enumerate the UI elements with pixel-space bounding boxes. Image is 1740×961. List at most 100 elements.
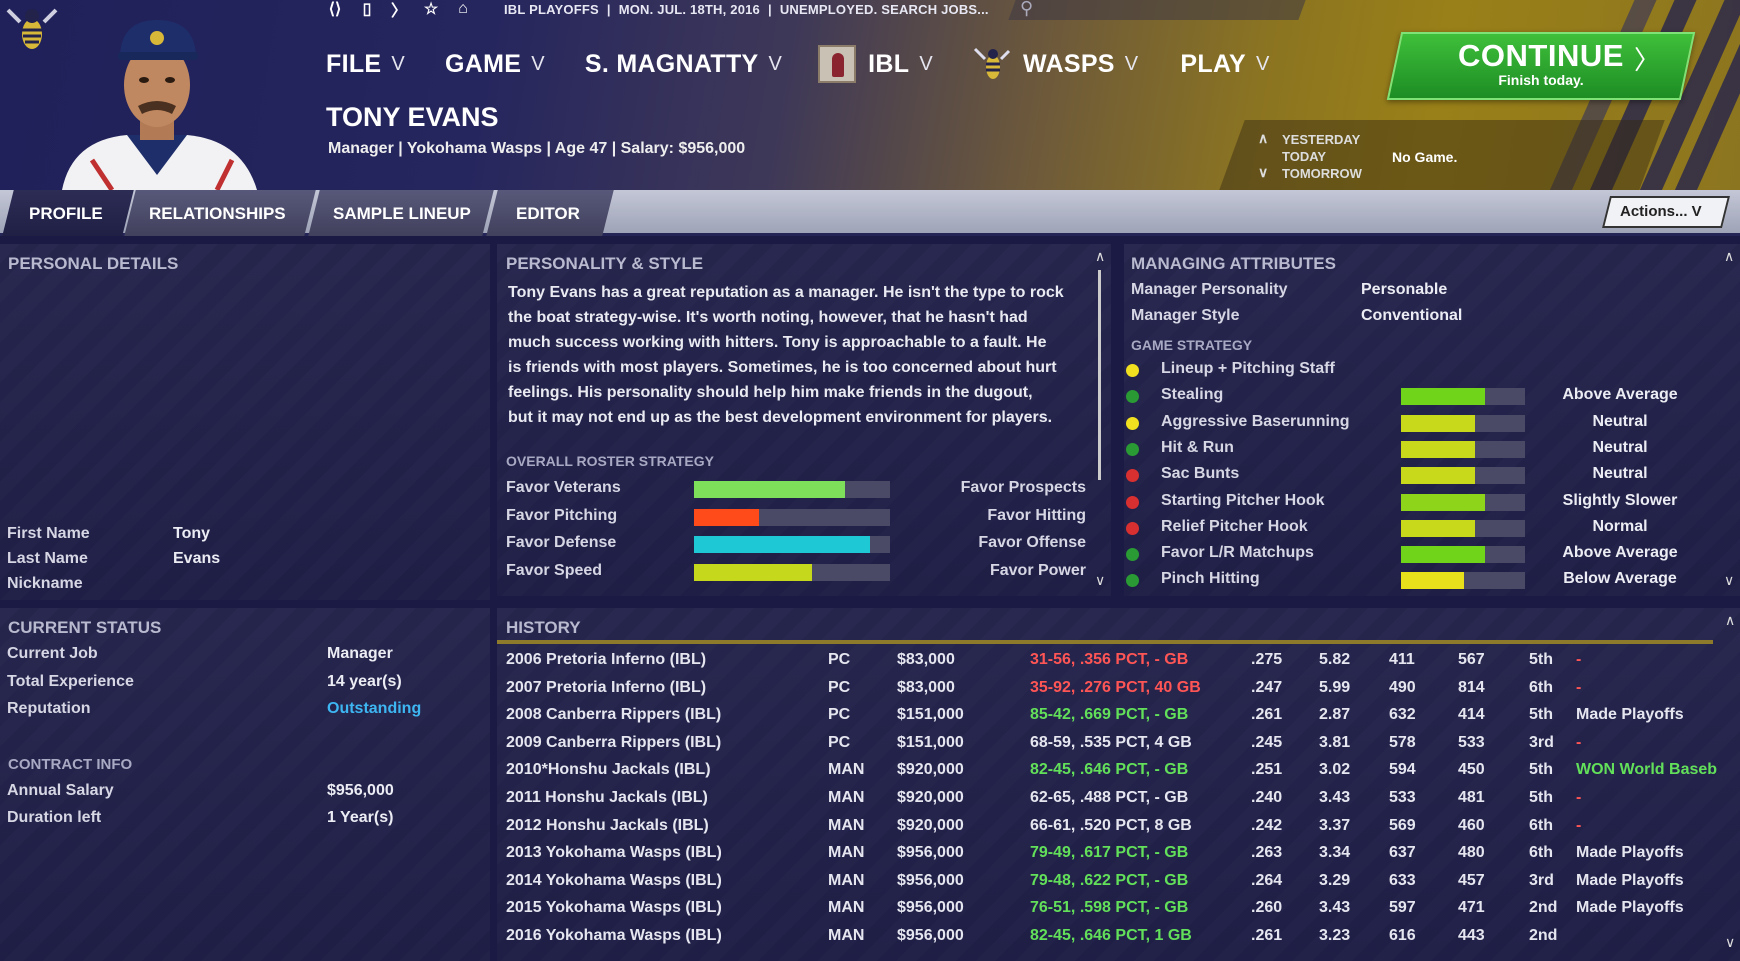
history-role: PC bbox=[828, 651, 851, 668]
history-salary: $956,000 bbox=[897, 844, 964, 862]
chevron-down-icon: V bbox=[531, 52, 545, 75]
scroll-up-icon[interactable]: ∧ bbox=[1725, 612, 1736, 628]
history-record: 76-51, .598 PCT, - GB bbox=[1030, 899, 1189, 917]
forward-icon[interactable]: 〉 bbox=[390, 3, 407, 20]
history-row[interactable]: 2006 Pretoria Inferno (IBL) PC $83,000 31-5… bbox=[506, 647, 1716, 674]
history-row[interactable]: 2016 Yokohama Wasps (IBL) MAN $956,000 82-4… bbox=[506, 923, 1716, 950]
contract-info-title: CONTRACT INFO bbox=[8, 756, 133, 773]
strategy-slider[interactable] bbox=[1401, 572, 1525, 590]
star-icon[interactable]: ☆ bbox=[423, 1, 439, 18]
roster-slider[interactable] bbox=[694, 481, 890, 498]
strategy-label: Lineup + Pitching Staff bbox=[1161, 360, 1335, 377]
job-status-link[interactable]: UNEMPLOYED. SEARCH JOBS... bbox=[779, 1, 989, 17]
history-note: - bbox=[1576, 789, 1582, 806]
history-row[interactable]: 2010*Honshu Jackals (IBL) MAN $920,000 82-4… bbox=[506, 757, 1717, 784]
history-era: 3.43 bbox=[1319, 789, 1351, 806]
tab-relationships[interactable]: RELATIONSHIPS bbox=[149, 204, 286, 223]
strategy-slider[interactable] bbox=[1401, 546, 1525, 564]
history-runs-allowed: 814 bbox=[1458, 678, 1485, 696]
tab-editor[interactable]: EDITOR bbox=[516, 204, 580, 223]
history-record: 79-49, .617 PCT, - GB bbox=[1030, 844, 1189, 862]
strategy-slider[interactable] bbox=[1401, 388, 1525, 406]
scroll-down-icon[interactable]: ∨ bbox=[1095, 572, 1106, 588]
manager-personality-label: Manager Personality bbox=[1131, 281, 1288, 298]
menu-game[interactable]: GAME V bbox=[445, 44, 545, 84]
strategy-rating: Below Average bbox=[1563, 570, 1677, 588]
strategy-slider[interactable] bbox=[1401, 493, 1525, 511]
tab-sample-lineup[interactable]: SAMPLE LINEUP bbox=[333, 204, 471, 223]
strategy-slider[interactable] bbox=[1401, 467, 1525, 485]
continue-button[interactable]: CONTINUE Finish today. 〉 bbox=[1394, 32, 1688, 100]
roster-slider[interactable] bbox=[694, 508, 890, 526]
detail-value: 47 bbox=[173, 599, 191, 600]
menu-manager[interactable]: S. MAGNATTY V bbox=[585, 44, 782, 84]
day-today[interactable]: TODAY bbox=[1282, 149, 1327, 164]
page-title: TONY EVANS bbox=[326, 102, 499, 132]
up-arrow-icon[interactable]: ∧ bbox=[1258, 130, 1269, 146]
history-row[interactable]: 2014 Yokohama Wasps (IBL) MAN $956,000 79-4… bbox=[506, 868, 1716, 895]
history-salary: $956,000 bbox=[897, 871, 964, 889]
history-record: 82-45, .646 PCT, - GB bbox=[1030, 761, 1189, 779]
strategy-slider[interactable] bbox=[1401, 519, 1525, 537]
history-record: 35-92, .276 PCT, 40 GB bbox=[1030, 678, 1201, 696]
scroll-down-icon[interactable]: ∨ bbox=[1725, 934, 1736, 950]
history-note: - bbox=[1576, 733, 1582, 751]
detail-label: First Name bbox=[7, 525, 90, 542]
menu-label: GAME bbox=[445, 49, 522, 78]
strategy-slider-fill bbox=[1401, 572, 1465, 590]
down-arrow-icon[interactable]: ∨ bbox=[1258, 164, 1269, 180]
menu-league[interactable]: IBL V bbox=[818, 44, 933, 84]
history-row[interactable]: 2008 Canberra Rippers (IBL) PC $151,000 85-… bbox=[506, 702, 1716, 729]
menu-team[interactable]: WASPS V bbox=[973, 44, 1138, 84]
menu-play[interactable]: PLAY V bbox=[1180, 44, 1269, 84]
wasps-logo-icon[interactable] bbox=[6, 4, 58, 54]
history-runs-allowed: 567 bbox=[1458, 651, 1485, 668]
day-tomorrow[interactable]: TOMORROW bbox=[1282, 166, 1362, 181]
menu-file[interactable]: FILE V bbox=[326, 44, 405, 84]
home-icon[interactable]: ⌂ bbox=[458, 0, 468, 17]
roster-right-label: Favor Hitting bbox=[987, 506, 1086, 524]
scroll-down-icon[interactable]: ∨ bbox=[1724, 572, 1735, 588]
bookmark-icon[interactable]: ▯ bbox=[362, 1, 372, 18]
scroll-up-icon[interactable]: ∧ bbox=[1724, 248, 1735, 264]
history-role: MAN bbox=[828, 899, 865, 917]
roster-slider-fill bbox=[694, 508, 759, 526]
search-icon[interactable]: ⚲ bbox=[1020, 0, 1034, 18]
roster-slider[interactable] bbox=[694, 563, 890, 581]
history-row[interactable]: 2009 Canberra Rippers (IBL) PC $151,000 68-… bbox=[506, 730, 1716, 757]
history-era: 2.87 bbox=[1319, 706, 1351, 724]
history-runs-allowed: 460 bbox=[1458, 816, 1485, 834]
history-salary: $151,000 bbox=[897, 706, 964, 724]
history-row[interactable]: 2012 Honshu Jackals (IBL) MAN $920,000 66-6… bbox=[506, 813, 1716, 840]
history-era: 3.02 bbox=[1319, 761, 1351, 779]
strategy-label: Stealing bbox=[1161, 386, 1224, 404]
history-record: 62-65, .488 PCT, - GB bbox=[1030, 789, 1189, 806]
history-role: MAN bbox=[828, 761, 865, 779]
day-yesterday[interactable]: YESTERDAY bbox=[1282, 132, 1361, 147]
history-role: MAN bbox=[828, 871, 865, 889]
current-date[interactable]: MON. JUL. 18TH, 2016 bbox=[618, 1, 760, 17]
strategy-slider[interactable] bbox=[1401, 414, 1525, 432]
actions-dropdown[interactable]: Actions... V bbox=[1620, 203, 1702, 220]
strategy-slider-fill bbox=[1401, 388, 1486, 406]
detail-label: Age bbox=[7, 599, 37, 600]
scrollbar[interactable] bbox=[1098, 270, 1101, 480]
strategy-slider-fill bbox=[1401, 414, 1476, 432]
history-row[interactable]: 2015 Yokohama Wasps (IBL) MAN $956,000 76-5… bbox=[506, 895, 1716, 922]
search-input[interactable] bbox=[1008, 0, 1306, 20]
roster-slider[interactable] bbox=[694, 536, 890, 553]
strategy-label: Pinch Hitting bbox=[1161, 570, 1260, 588]
league-status[interactable]: IBL PLAYOFFS bbox=[504, 1, 599, 17]
history-batting-avg: .264 bbox=[1251, 871, 1283, 889]
manager-personality-value: Personable bbox=[1361, 281, 1448, 298]
strategy-label: Relief Pitcher Hook bbox=[1161, 517, 1308, 535]
history-row[interactable]: 2007 Pretoria Inferno (IBL) PC $83,000 35-9… bbox=[506, 675, 1716, 702]
strategy-slider[interactable] bbox=[1401, 440, 1525, 458]
back-forward-icon[interactable]: ⟨⟩ bbox=[328, 1, 342, 18]
status-dot-icon bbox=[1126, 390, 1139, 404]
history-row[interactable]: 2013 Yokohama Wasps (IBL) MAN $956,000 79-4… bbox=[506, 840, 1716, 867]
scroll-up-icon[interactable]: ∧ bbox=[1095, 248, 1106, 264]
tab-profile[interactable]: PROFILE bbox=[29, 204, 103, 223]
history-row[interactable]: 2011 Honshu Jackals (IBL) MAN $920,000 62-6… bbox=[506, 785, 1716, 812]
